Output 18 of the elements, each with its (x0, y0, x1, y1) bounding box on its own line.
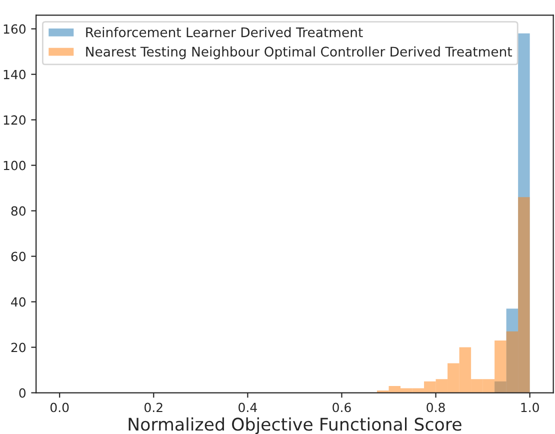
y-tick-label: 100 (4, 160, 26, 170)
x-tick-label: 0.0 (50, 402, 69, 412)
legend-label: Reinforcement Learner Derived Treatment (86, 27, 363, 38)
x-axis-title: Normalized Objective Functional Score (128, 417, 462, 434)
y-tick-label: 160 (4, 24, 26, 34)
x-tick-label: 1.0 (521, 402, 539, 412)
y-tick-label: 60 (11, 252, 26, 262)
y-tick-label: 0 (19, 388, 26, 398)
x-tick-label: 0.8 (426, 402, 445, 412)
y-tick-label: 120 (4, 115, 26, 125)
x-tick-label: 0.2 (144, 402, 162, 412)
y-tick-label: 140 (4, 70, 26, 80)
x-tick-label: 0.6 (332, 402, 351, 412)
y-tick-label: 80 (11, 206, 26, 216)
x-tick-label: 0.4 (238, 402, 257, 412)
y-tick-label: 40 (11, 297, 26, 307)
y-tick-label: 20 (11, 342, 26, 352)
legend-label: Nearest Testing Neighbour Optimal Controller Derived Treatment (86, 46, 512, 60)
